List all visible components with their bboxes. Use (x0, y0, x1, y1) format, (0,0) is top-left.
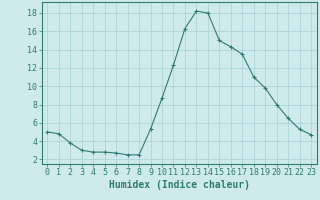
X-axis label: Humidex (Indice chaleur): Humidex (Indice chaleur) (109, 180, 250, 190)
